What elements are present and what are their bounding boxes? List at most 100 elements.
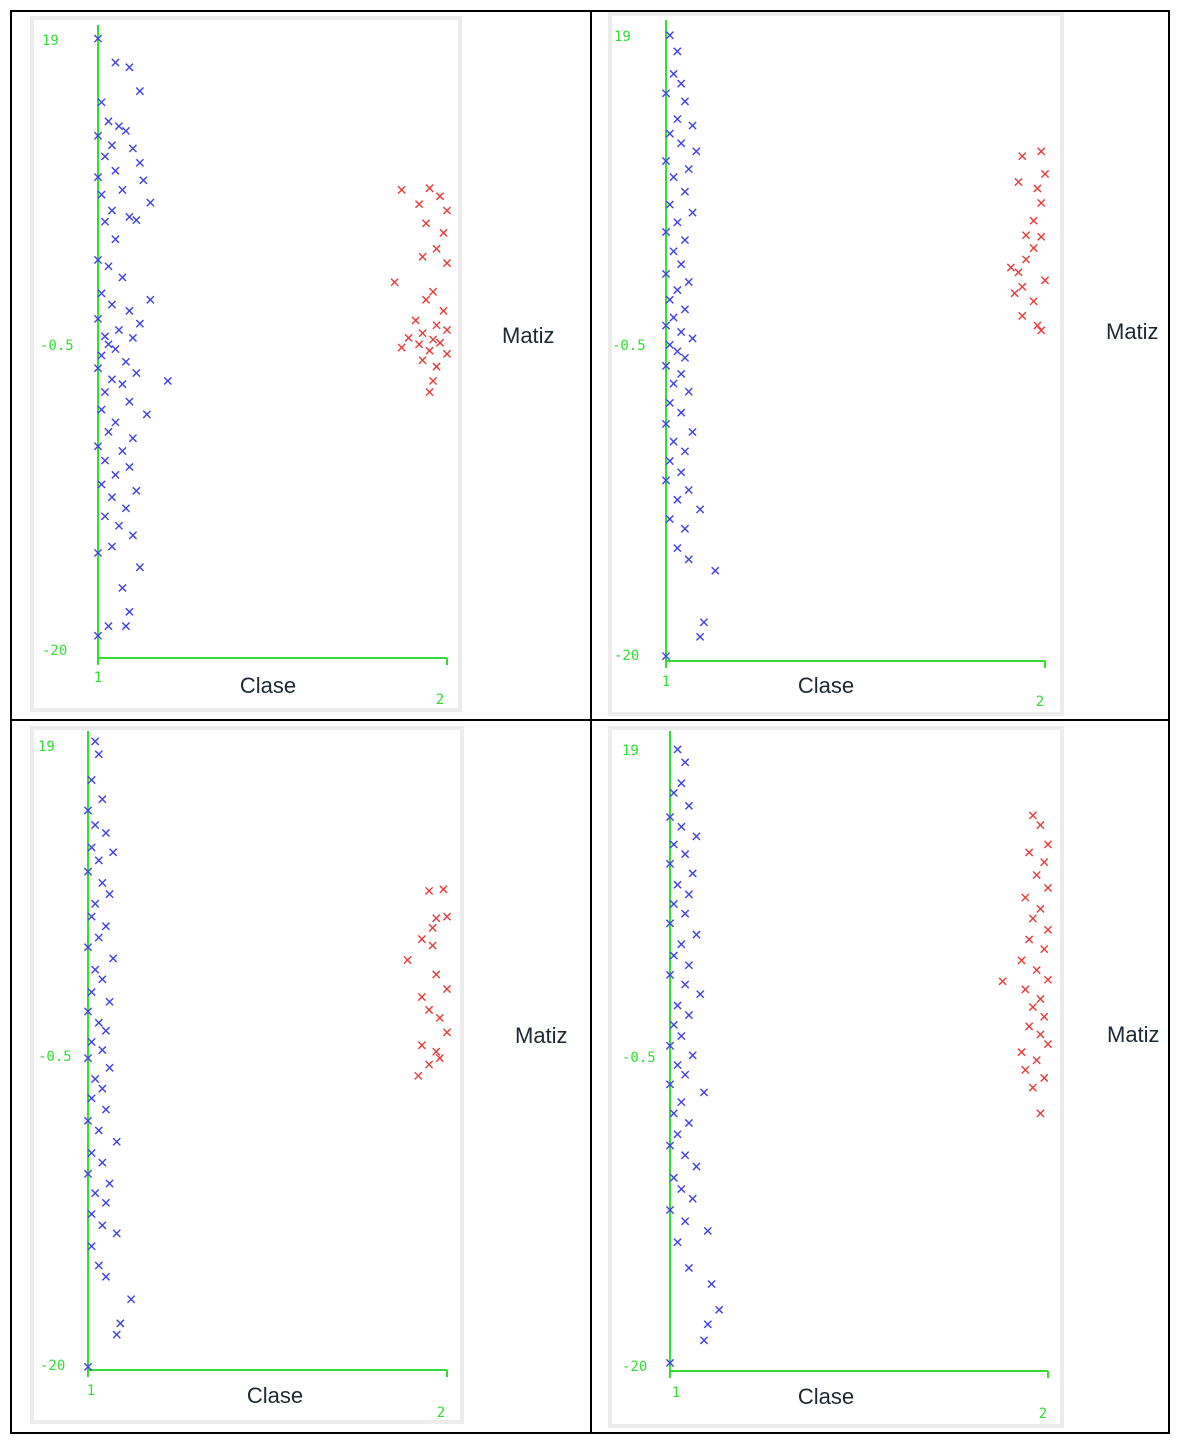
x-tick-label-min: 1 [671,1385,681,1401]
data-point-class1 [673,1130,682,1139]
data-point-class1 [688,208,697,217]
data-point-class1 [107,206,117,215]
data-point-class2 [432,970,441,979]
data-point-class1 [661,476,671,485]
y-tick-label-min: -20 [622,1359,648,1375]
data-point-class1 [665,295,674,304]
data-point-class1 [105,1179,114,1188]
data-point-class1 [673,47,682,56]
data-point-class1 [661,156,671,166]
data-point-class1 [669,1109,678,1118]
data-point-class2 [435,1013,444,1023]
data-point-class2 [403,955,412,965]
data-point-class2 [998,977,1007,986]
data-point-class1 [111,58,120,67]
data-point-class1 [680,305,690,314]
data-point-class1 [163,376,172,386]
data-point-class1 [121,357,131,366]
data-point-class1 [688,1051,697,1060]
data-point-class1 [665,456,674,466]
data-point-class1 [684,277,693,287]
data-point-class1 [680,524,690,533]
data-point-class2 [439,306,448,315]
data-point-class1 [680,187,690,196]
data-point-class1 [681,1070,690,1079]
data-point-class1 [684,485,693,495]
data-point-class1 [684,555,693,564]
data-point-class2 [418,356,427,365]
data-point-class1 [699,618,708,627]
data-point-class1 [109,848,118,857]
data-point-class2 [1017,956,1026,965]
data-point-class2 [1029,216,1038,225]
data-point-class2 [442,325,452,335]
data-point-class1 [665,129,674,138]
data-point-class1 [673,1238,682,1247]
x-axis-label: Clase [797,673,855,698]
data-point-class1 [97,98,106,107]
data-point-class2 [1021,231,1031,240]
data-point-class1 [107,493,117,502]
data-point-class2 [428,287,438,296]
data-point-class1 [673,114,682,124]
data-point-class1 [87,1242,96,1251]
data-point-class2 [1014,268,1023,277]
data-point-class1 [87,988,96,997]
data-point-class2 [442,349,452,358]
data-point-class1 [673,218,682,227]
data-point-class1 [665,31,674,40]
data-point-class1 [100,217,110,226]
data-point-class1 [681,1217,690,1226]
data-point-class2 [424,1060,434,1069]
data-point-class1 [97,351,106,360]
data-point-class1 [146,295,155,304]
data-point-class1 [118,446,127,456]
panel-divider-vertical [590,10,592,1434]
data-point-class2 [397,185,406,194]
data-point-class1 [132,216,141,225]
data-point-class1 [665,1358,675,1368]
data-point-class1 [696,990,705,999]
data-point-class1 [104,262,113,271]
data-point-class1 [118,185,127,194]
data-point-class1 [98,878,107,887]
data-point-class1 [665,859,675,868]
y-tick-label-min: -20 [40,1358,66,1374]
data-point-class1 [93,131,103,140]
data-point-class2 [1025,1022,1034,1031]
data-point-class1 [696,505,705,514]
data-point-class1 [100,387,110,397]
data-point-class2 [1028,914,1037,923]
data-point-class1 [125,462,134,472]
data-point-class2 [1040,945,1049,954]
data-point-class1 [94,1126,103,1135]
data-point-class1 [681,1151,690,1160]
data-point-class1 [692,930,701,939]
data-point-class2 [1036,1030,1045,1039]
data-point-class2 [1037,198,1046,208]
data-point-class1 [681,980,690,989]
data-point-class1 [692,832,701,841]
data-point-class1 [98,795,107,804]
data-point-class1 [692,147,701,156]
data-point-class2 [432,362,441,371]
data-point-class1 [139,176,148,185]
data-point-class1 [97,289,106,298]
data-point-class1 [665,200,674,209]
data-point-class2 [1043,925,1053,934]
data-point-class1 [98,1221,107,1230]
data-point-class2 [1029,297,1038,306]
data-point-class1 [87,775,96,785]
data-point-class1 [135,563,144,572]
data-point-class2 [1021,1065,1030,1074]
data-point-class1 [114,521,124,530]
data-point-class1 [677,369,686,379]
data-point-class1 [669,840,678,849]
data-point-class1 [91,820,100,830]
data-point-class1 [677,468,686,477]
data-point-class1 [101,1198,111,1207]
data-point-class1 [661,361,671,370]
data-point-class2 [404,333,413,343]
data-point-class1 [661,269,671,279]
